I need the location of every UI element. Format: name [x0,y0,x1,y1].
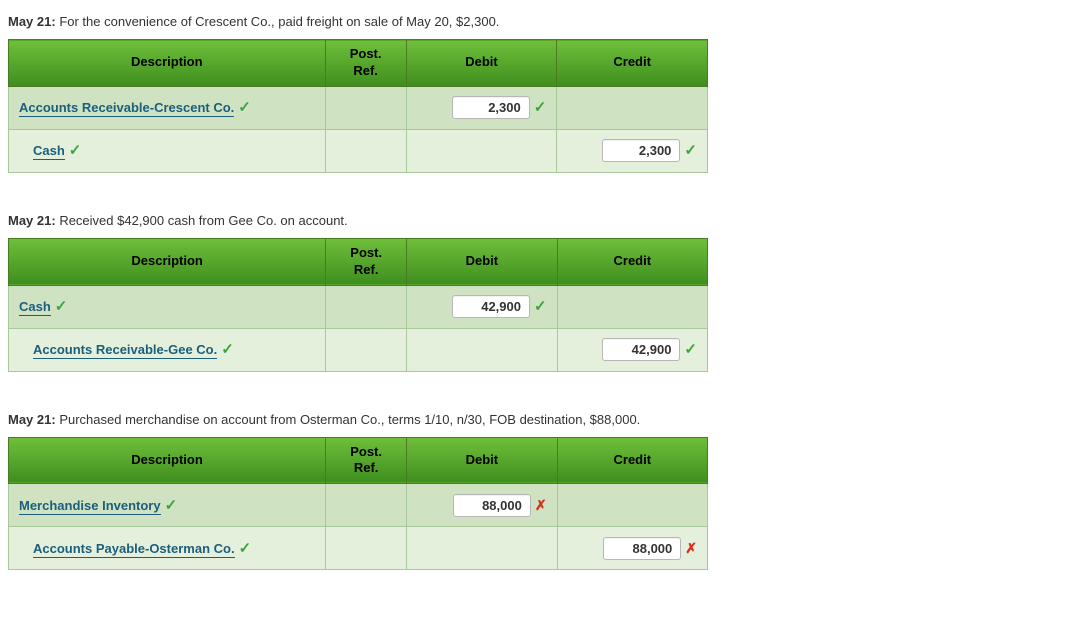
journal-row: Cash✓42,900✓ [9,285,708,328]
account-select[interactable]: Accounts Payable-Osterman Co. [33,541,235,558]
cell-postref [325,129,406,172]
credit-input[interactable]: 88,000 [603,537,681,560]
account-select[interactable]: Accounts Receivable-Gee Co. [33,342,217,359]
col-postref: Post.Ref. [326,238,407,285]
cell-debit [406,129,557,172]
col-description: Description [9,238,326,285]
cell-credit: 2,300✓ [557,129,708,172]
account-select[interactable]: Accounts Receivable-Crescent Co. [19,100,234,117]
check-icon: ✓ [239,539,252,557]
debit-input[interactable]: 2,300 [452,96,530,119]
debit-input[interactable]: 88,000 [453,494,531,517]
cell-description: Cash✓ [9,129,326,172]
cell-debit [407,527,557,570]
cell-description: Accounts Receivable-Gee Co.✓ [9,328,326,371]
check-icon: ✓ [165,496,178,514]
journal-row: Merchandise Inventory✓ 88,000✗ [9,484,708,527]
col-debit: Debit [407,437,557,484]
cell-credit [557,86,708,129]
entry-text: For the convenience of Crescent Co., pai… [56,14,500,29]
account-select[interactable]: Cash [33,143,65,160]
check-icon: ✓ [55,297,68,315]
cell-postref [326,527,407,570]
cell-credit: 88,000✗ [557,527,707,570]
entry-date: May 21: [8,412,56,427]
col-credit: Credit [557,40,708,87]
journal-row: Accounts Receivable-Crescent Co.✓2,300✓ [9,86,708,129]
journal-row: Accounts Payable-Osterman Co.✓ 88,000✗ [9,527,708,570]
col-postref: Post.Ref. [326,437,407,484]
cell-debit: 2,300✓ [406,86,557,129]
cell-debit [407,328,557,371]
cell-description: Accounts Payable-Osterman Co.✓ [9,527,326,570]
col-credit: Credit [557,437,707,484]
journal-row: Cash✓2,300✓ [9,129,708,172]
entry-date: May 21: [8,213,56,228]
check-icon: ✓ [221,340,234,358]
entry-text: Received $42,900 cash from Gee Co. on ac… [56,213,348,228]
cross-icon: ✗ [535,497,547,514]
cell-debit: 88,000✗ [407,484,557,527]
cell-description: Cash✓ [9,285,326,328]
col-debit: Debit [407,238,557,285]
journal-table: DescriptionPost.Ref.DebitCredit Accounts … [8,39,708,173]
cell-credit [557,484,707,527]
entry-date: May 21: [8,14,56,29]
cell-postref [326,484,407,527]
account-select[interactable]: Cash [19,299,51,316]
col-credit: Credit [557,238,707,285]
journal-table: DescriptionPost.Ref.DebitCreditCash✓42,9… [8,238,708,372]
entry-text: Purchased merchandise on account from Os… [56,412,641,427]
check-icon: ✓ [684,141,697,159]
account-select[interactable]: Merchandise Inventory [19,498,161,515]
cell-credit: 42,900✓ [557,328,707,371]
credit-input[interactable]: 42,900 [602,338,680,361]
credit-input[interactable]: 2,300 [602,139,680,162]
cross-icon: ✗ [685,540,697,557]
debit-input[interactable]: 42,900 [452,295,530,318]
cell-debit: 42,900✓ [407,285,557,328]
check-icon: ✓ [69,141,82,159]
journal-table: DescriptionPost.Ref.DebitCreditMerchandi… [8,437,708,571]
cell-postref [326,328,407,371]
cell-credit [557,285,707,328]
journal-row: Accounts Receivable-Gee Co.✓42,900✓ [9,328,708,371]
col-postref: Post.Ref. [325,40,406,87]
journal-entries-root: May 21: For the convenience of Crescent … [8,14,1059,570]
entry-prompt: May 21: Purchased merchandise on account… [8,412,1059,427]
cell-postref [326,285,407,328]
entry-prompt: May 21: Received $42,900 cash from Gee C… [8,213,1059,228]
check-icon: ✓ [534,297,547,315]
cell-description: Accounts Receivable-Crescent Co.✓ [9,86,326,129]
check-icon: ✓ [684,340,697,358]
cell-description: Merchandise Inventory✓ [9,484,326,527]
check-icon: ✓ [238,98,251,116]
entry-prompt: May 21: For the convenience of Crescent … [8,14,1059,29]
col-description: Description [9,40,326,87]
cell-postref [325,86,406,129]
col-debit: Debit [406,40,557,87]
check-icon: ✓ [534,98,547,116]
col-description: Description [9,437,326,484]
